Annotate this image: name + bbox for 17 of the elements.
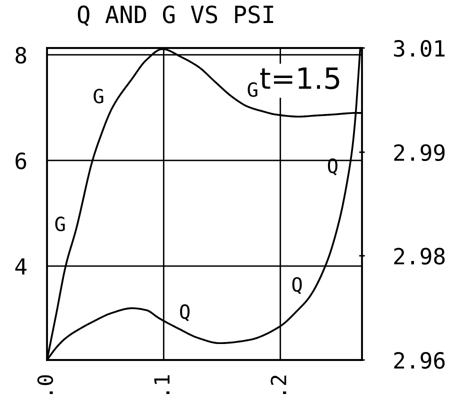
x-tick-label: .2 [270, 376, 286, 394]
y2-tick-label: 2.96 [394, 352, 445, 369]
annotation: Q [180, 304, 190, 322]
y-tick-label: 6 [16, 152, 26, 170]
annotation: Q [292, 277, 302, 294]
chart-title: Q AND G VS PSI [78, 5, 274, 26]
annotation: G [94, 88, 104, 104]
y-tick-label: 8 [16, 46, 26, 64]
y2-tick-label: 3.01 [394, 40, 445, 57]
x-tick-label: .1 [154, 375, 170, 394]
annotation: G [248, 82, 258, 97]
x-tick-label: .0 [37, 375, 54, 394]
annotation: t=1.5 [260, 68, 340, 90]
annotation: G [55, 216, 65, 232]
y-tick-label: 4 [15, 258, 26, 275]
y2-tick-label: 2.99 [394, 144, 445, 162]
y2-tick-label: 2.98 [394, 248, 445, 265]
